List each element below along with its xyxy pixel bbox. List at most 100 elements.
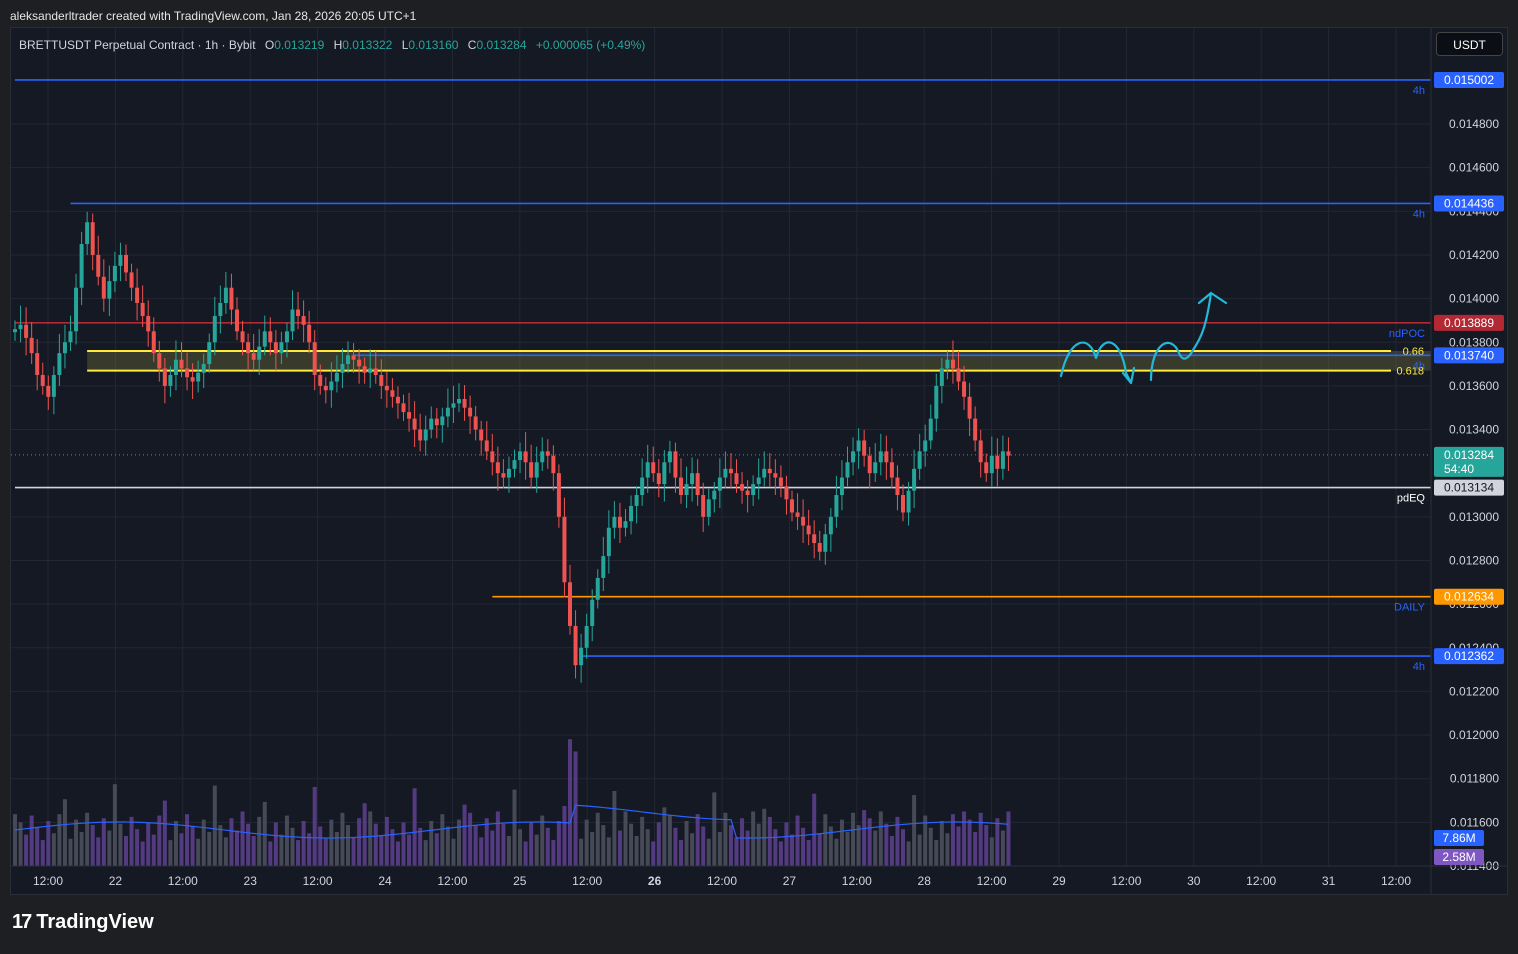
volume-bar [24,834,29,866]
candle-body [196,372,201,382]
candle-body [418,429,423,441]
volume-bar [873,830,878,866]
close-label: C [467,38,477,52]
volume-bar [695,814,700,866]
candle-body [784,486,789,500]
x-tick-label: 12:00 [977,874,1007,888]
volume-bar [101,818,106,866]
level-price-tag: 0.013740 [1444,348,1494,362]
volume-bar [35,827,40,866]
candle-body [828,516,833,535]
volume-bar [584,819,589,866]
candle-body [451,403,456,408]
volume-bar [512,789,517,866]
candle-body [640,477,645,496]
candle-body [679,477,683,496]
candle-body [340,364,345,373]
candle-body [812,534,817,544]
volume-bar [751,811,756,866]
y-tick-label: 0.013400 [1449,423,1499,437]
volume-bar [923,815,928,866]
volume-bar [778,841,783,866]
candle-body [884,451,889,463]
price-chart[interactable]: 0.660.6184h4hndPOC4hpdEQDAILY4h0.0148000… [11,28,1508,895]
high-value: 0.013322 [342,38,393,52]
candle-body [767,468,772,474]
volume-bar [601,825,606,866]
candle-body [734,473,739,485]
candle-body [684,484,689,496]
volume-bar [834,838,839,866]
volume-bar [13,814,17,866]
y-tick-label: 0.012800 [1449,553,1499,567]
volume-bar [279,834,284,866]
candle-body [989,455,994,474]
volume-bar [595,812,600,866]
volume-bar [756,823,761,866]
candle-body [29,337,34,354]
volume-bar [346,825,350,866]
x-tick-label: 27 [783,874,797,888]
tradingview-logo[interactable]: 17 TradingView [12,911,154,934]
volume-bar [162,800,167,866]
candle-body [839,477,844,496]
candle-body [495,462,500,474]
volume-bar [479,837,484,866]
volume-bar [645,829,650,866]
volume-bar [29,815,34,866]
volume-bar [1006,811,1011,866]
candle-body [540,451,545,463]
volume-bar [579,838,584,866]
level-price-tag-bg [1434,588,1504,605]
level-tag: 4h [1413,661,1425,673]
volume-bar [767,816,772,866]
candle-body [806,525,811,535]
close-value: 0.013284 [476,38,527,52]
candle-body [889,462,894,478]
candle-body [984,462,989,474]
volume-bar [784,822,789,866]
volume-bar [468,812,473,866]
candle-body [124,254,128,273]
candle-body [673,451,678,478]
volume-bar [901,829,905,866]
candle-body [740,484,745,491]
volume-bar [401,822,406,866]
candle-body [401,403,406,413]
candle-body [501,473,506,478]
y-tick-label: 0.013000 [1449,510,1499,524]
candle-body [423,429,428,441]
volume-bar [434,833,439,866]
volume-bar [223,837,228,866]
x-tick-label: 12:00 [1246,874,1276,888]
volume-bar [412,788,417,866]
candle-body [207,342,212,365]
chart-frame[interactable]: 0.66 0.618 4h 4h ndPOC 4h pdEQ DAILY 4h 0.014800 0… [10,27,1508,895]
volume-bar [534,834,539,866]
y-tick-label: 0.014000 [1449,292,1499,306]
candle-body [1000,451,1005,469]
volume-bar [823,814,828,866]
volume-bar [706,838,711,866]
volume-bar [251,836,256,866]
currency-button[interactable]: USDT [1436,32,1503,56]
volume-bar [740,818,745,866]
candle-body [595,577,600,600]
candle-body [168,374,173,386]
candle-body [157,353,162,369]
candle-body [823,534,828,552]
candle-body [379,374,384,386]
candle-body [928,418,933,441]
y-tick-label: 0.011800 [1450,772,1499,786]
candle-body [762,468,767,478]
volume-bar [651,841,656,866]
x-tick-label: 26 [648,874,662,888]
volume-bar [290,827,295,866]
candle-body [312,342,317,375]
candle-body [140,302,145,317]
candle-body [307,324,312,343]
volume-bar [667,815,672,866]
candle-body [590,599,595,626]
x-tick-label: 12:00 [437,874,467,888]
fib-upper-label: 0.66 [1403,346,1424,358]
